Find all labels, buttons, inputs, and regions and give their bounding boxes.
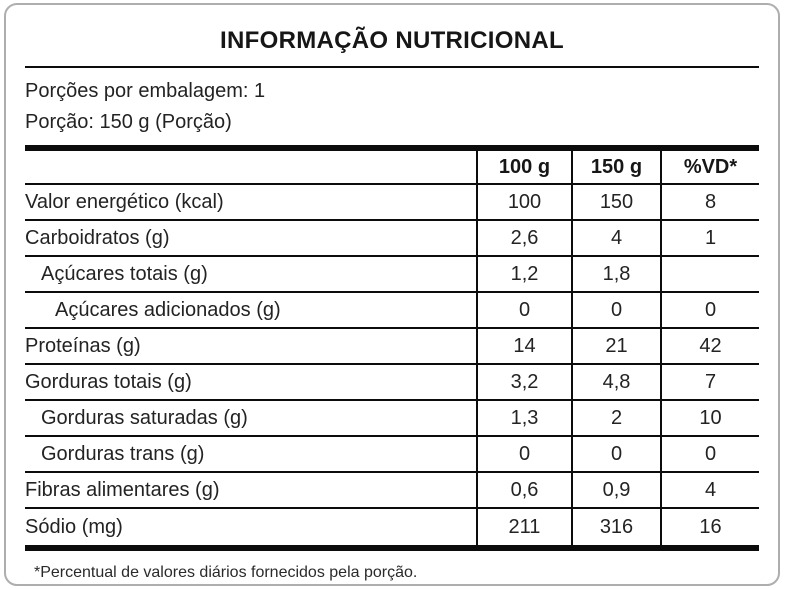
- daily-value-footnote: *Percentual de valores diários fornecido…: [34, 564, 418, 581]
- table-row-protein: Proteínas (g) 14 21 42: [25, 329, 759, 365]
- value-150g: 4,8: [571, 365, 660, 399]
- value-100g: 0: [476, 437, 571, 471]
- page-title: INFORMAÇÃO NUTRICIONAL: [220, 27, 564, 54]
- value-100g: 1,3: [476, 401, 571, 435]
- nutrition-table: 100 g 150 g %VD* Valor energético (kcal)…: [25, 145, 759, 551]
- table-row-energy: Valor energético (kcal) 100 150 8: [25, 185, 759, 221]
- table-row-sodium: Sódio (mg) 211 316 16: [25, 509, 759, 545]
- row-label: Proteínas (g): [25, 334, 141, 357]
- value-vd: 10: [660, 401, 759, 435]
- row-label: Açúcares adicionados (g): [55, 298, 281, 321]
- table-row-total-sugars: Açúcares totais (g) 1,2 1,8: [25, 257, 759, 293]
- value-100g: 0: [476, 293, 571, 327]
- row-label: Valor energético (kcal): [25, 190, 224, 213]
- value-150g: 1,8: [571, 257, 660, 291]
- value-vd: 4: [660, 473, 759, 507]
- value-100g: 14: [476, 329, 571, 363]
- value-vd: 16: [660, 509, 759, 545]
- portion-size: Porção: 150 g (Porção): [25, 111, 232, 133]
- table-header-row: 100 g 150 g %VD*: [25, 151, 759, 185]
- serving-info: Porções por embalagem: 1 Porção: 150 g (…: [25, 68, 759, 145]
- table-row-added-sugars: Açúcares adicionados (g) 0 0 0: [25, 293, 759, 329]
- value-150g: 0: [571, 437, 660, 471]
- table-row-trans-fat: Gorduras trans (g) 0 0 0: [25, 437, 759, 473]
- value-100g: 2,6: [476, 221, 571, 255]
- value-vd: 1: [660, 221, 759, 255]
- column-header-100g: 100 g: [476, 151, 571, 183]
- value-vd: 0: [660, 437, 759, 471]
- value-150g: 0: [571, 293, 660, 327]
- value-150g: 4: [571, 221, 660, 255]
- value-100g: 211: [476, 509, 571, 545]
- value-vd: 0: [660, 293, 759, 327]
- value-150g: 316: [571, 509, 660, 545]
- table-row-total-fat: Gorduras totais (g) 3,2 4,8 7: [25, 365, 759, 401]
- value-150g: 0,9: [571, 473, 660, 507]
- header-label-spacer: [25, 151, 476, 183]
- title-section: INFORMAÇÃO NUTRICIONAL: [25, 5, 759, 68]
- value-vd: 8: [660, 185, 759, 219]
- value-150g: 150: [571, 185, 660, 219]
- label-content: INFORMAÇÃO NUTRICIONAL Porções por embal…: [6, 5, 778, 582]
- nutrition-label-card: INFORMAÇÃO NUTRICIONAL Porções por embal…: [4, 3, 780, 586]
- value-vd: [660, 257, 759, 291]
- row-label: Gorduras saturadas (g): [41, 406, 248, 429]
- value-100g: 1,2: [476, 257, 571, 291]
- table-row-saturated-fat: Gorduras saturadas (g) 1,3 2 10: [25, 401, 759, 437]
- value-150g: 2: [571, 401, 660, 435]
- column-header-150g: 150 g: [571, 151, 660, 183]
- column-header-vd: %VD*: [660, 151, 759, 183]
- value-100g: 100: [476, 185, 571, 219]
- value-100g: 0,6: [476, 473, 571, 507]
- row-label: Carboidratos (g): [25, 226, 170, 249]
- row-label: Sódio (mg): [25, 515, 123, 538]
- row-label: Fibras alimentares (g): [25, 478, 220, 501]
- servings-per-package: Porções por embalagem: 1: [25, 80, 266, 102]
- value-150g: 21: [571, 329, 660, 363]
- table-row-fiber: Fibras alimentares (g) 0,6 0,9 4: [25, 473, 759, 509]
- value-vd: 7: [660, 365, 759, 399]
- table-row-carbs: Carboidratos (g) 2,6 4 1: [25, 221, 759, 257]
- row-label: Açúcares totais (g): [41, 262, 208, 285]
- row-label: Gorduras totais (g): [25, 370, 192, 393]
- value-vd: 42: [660, 329, 759, 363]
- value-100g: 3,2: [476, 365, 571, 399]
- row-label: Gorduras trans (g): [41, 442, 205, 465]
